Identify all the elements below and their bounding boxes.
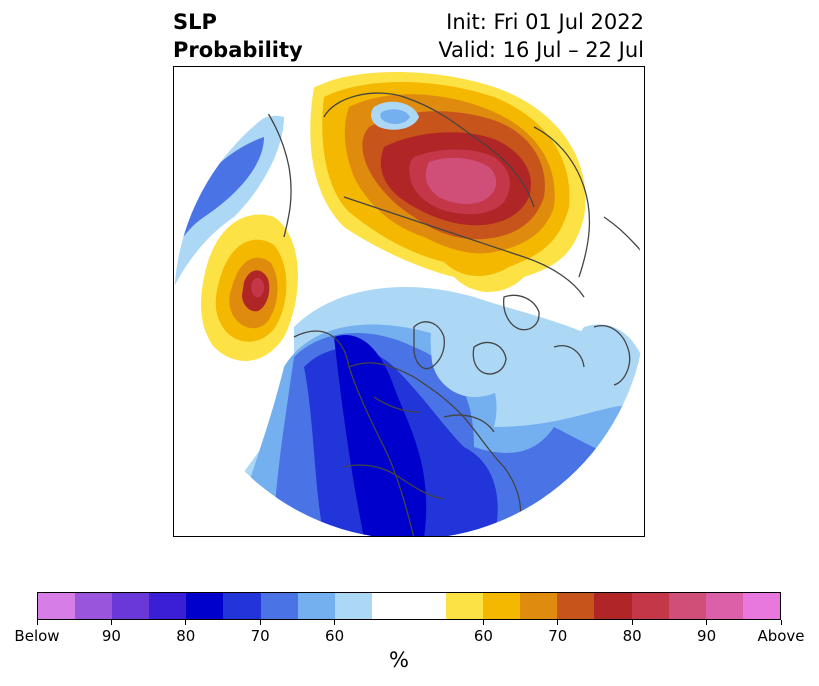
coastline: [293, 330, 415, 536]
colorbar-segment: [334, 593, 372, 619]
colorbar-tick-label: 60: [473, 627, 493, 645]
colorbar-tick-label: 90: [101, 627, 121, 645]
forecast-dates: Init: Fri 01 Jul 2022 Valid: 16 Jul – 22…: [438, 8, 644, 64]
colorbar-tick: [259, 620, 261, 625]
coastline: [343, 464, 445, 500]
colorbar-tick: [631, 620, 633, 625]
valid-range: Valid: 16 Jul – 22 Jul: [438, 38, 644, 62]
probability-contour: [251, 277, 265, 298]
coastline: [343, 196, 585, 298]
colorbar-segment: [112, 593, 150, 619]
coastline: [348, 362, 522, 536]
init-date: Init: Fri 01 Jul 2022: [446, 10, 644, 34]
colorbar-segment: [371, 593, 409, 619]
coastline: [443, 414, 495, 433]
coastline: [323, 92, 535, 208]
colorbar-segment: [186, 593, 224, 619]
colorbar-segment: [260, 593, 298, 619]
coastline: [472, 342, 507, 375]
title-variable: SLP: [173, 10, 217, 34]
colorbar-segment: [483, 593, 521, 619]
colorbar-tick-label: 90: [697, 627, 717, 645]
coastline: [263, 106, 292, 238]
colorbar-segment: [742, 593, 780, 619]
colorbar-segment: [631, 593, 669, 619]
colorbar-unit-label: %: [389, 648, 409, 672]
colorbar-segment: [446, 593, 484, 619]
probability-contour: [334, 335, 427, 536]
colorbar-segment: [38, 593, 76, 619]
colorbar-tick-label: 70: [548, 627, 568, 645]
coastline: [413, 321, 445, 370]
coastline: [553, 345, 585, 368]
colorbar-segment: [223, 593, 261, 619]
probability-colorbar: [37, 592, 781, 620]
colorbar-tick: [110, 620, 112, 625]
coastlines: [263, 92, 644, 536]
probability-contour: [380, 109, 410, 125]
colorbar-tick: [185, 620, 187, 625]
probability-contour: [174, 137, 264, 252]
colorbar-tick-label: Above: [757, 627, 805, 645]
probability-contour: [425, 157, 497, 205]
colorbar-tick-label: 80: [622, 627, 642, 645]
colorbar-tick-label: Below: [14, 627, 60, 645]
map-title: SLP Probability: [173, 8, 303, 64]
colorbar-segment: [520, 593, 558, 619]
probability-map: [173, 66, 645, 537]
probability-contour: [578, 324, 644, 397]
probability-field: [174, 67, 644, 536]
coastline: [593, 325, 631, 386]
colorbar-tick-label: 70: [250, 627, 270, 645]
colorbar-segment: [594, 593, 632, 619]
colorbar-tick: [334, 620, 336, 625]
colorbar-segment: [149, 593, 187, 619]
colorbar-segment: [668, 593, 706, 619]
coastline: [373, 396, 420, 413]
colorbar-segment: [408, 593, 447, 619]
colorbar-tick: [557, 620, 559, 625]
title-subtitle: Probability: [173, 38, 303, 62]
colorbar-tick: [706, 620, 708, 625]
colorbar-tick: [36, 620, 38, 625]
colorbar-tick: [780, 620, 782, 625]
coastline: [533, 126, 591, 278]
coastline: [503, 294, 540, 331]
colorbar-segment: [75, 593, 113, 619]
colorbar-segment: [557, 593, 595, 619]
colorbar-tick: [482, 620, 484, 625]
colorbar-segment: [297, 593, 335, 619]
colorbar-segment: [705, 593, 743, 619]
map-canvas: [174, 67, 644, 536]
colorbar-tick-label: 60: [325, 627, 345, 645]
colorbar-tick-label: 80: [176, 627, 196, 645]
